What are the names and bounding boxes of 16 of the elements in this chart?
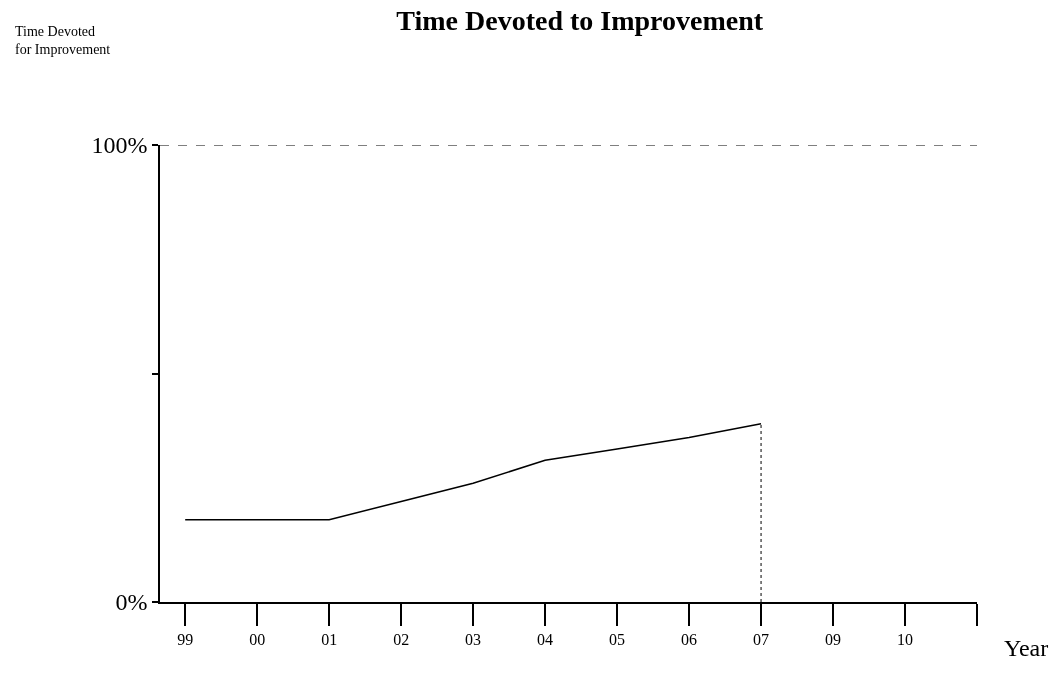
x-tick-label: 01 (321, 630, 338, 648)
x-tick-label: 06 (681, 630, 698, 648)
x-tick-label: 02 (393, 630, 410, 648)
chart-title: Time Devoted to Improvement (396, 4, 764, 36)
text: Time Devoted for Improvement (15, 24, 111, 58)
x-tick-label: 05 (609, 630, 626, 648)
x-tick-label: 99 (177, 630, 194, 648)
x-tick-label: 07 (753, 630, 770, 648)
x-tick-label: 10 (897, 630, 914, 648)
x-tick-label: 09 (825, 630, 842, 648)
x-axis-title: Year (1004, 635, 1049, 661)
y-tick-label: 0% (115, 589, 148, 616)
y-tick-label: 100% (91, 132, 148, 159)
x-tick-label: 00 (249, 630, 266, 648)
x-tick-label: 04 (537, 630, 554, 648)
x-tick-label: 03 (465, 630, 482, 648)
